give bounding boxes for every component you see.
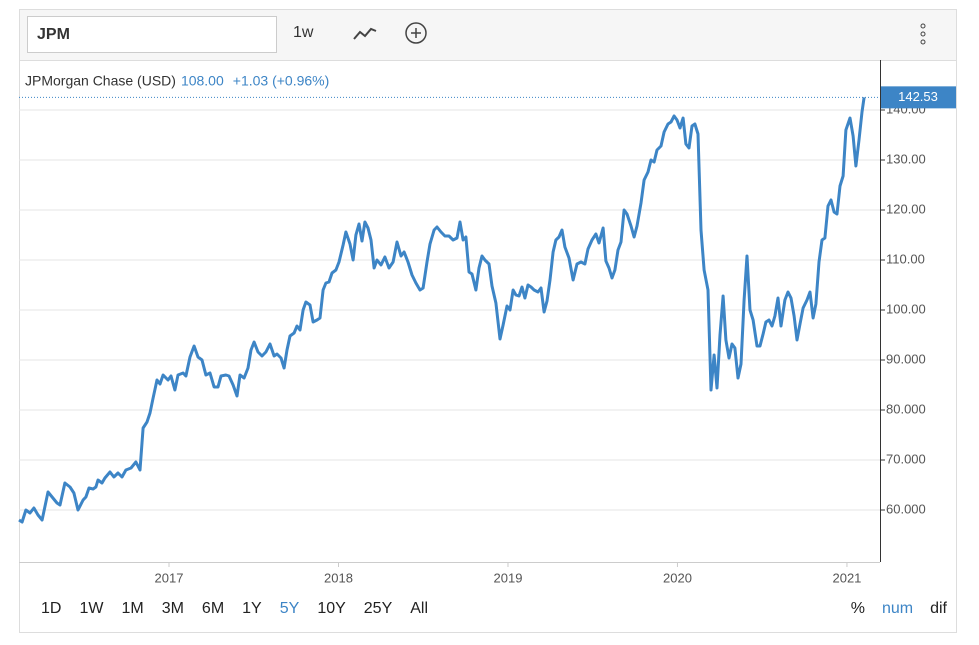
y-tick-label: 130.00 [886,151,926,166]
display-mode-button[interactable]: num [882,600,913,617]
x-tick-label: 2020 [663,570,692,585]
x-tick-label: 2018 [324,570,353,585]
y-tick-label: 110.00 [886,251,925,266]
menu-button[interactable] [920,23,926,45]
x-tick-label: 2019 [494,570,523,585]
range-button[interactable]: All [410,600,428,617]
plot: 60.000 70.000 80.000 90.000 100.00 110.00 120.… [18,60,956,585]
range-button[interactable]: 5Y [280,600,300,617]
plus-circle [405,22,427,44]
price: 108.00 [181,73,224,89]
y-tick-label: 120.00 [886,201,926,216]
change: +1.03 (+0.96%) [233,73,330,89]
display-mode-button[interactable]: % [851,600,865,617]
range-button[interactable]: 6M [202,600,224,617]
display-mode-button[interactable]: dif [930,600,947,617]
symbol-text: JPM [37,26,70,43]
chart-type-button[interactable] [353,27,377,40]
range-button[interactable]: 10Y [317,600,346,617]
range-button[interactable]: 1D [41,600,61,617]
plus-sign [411,28,421,38]
y-tick-label: 80.000 [886,401,926,416]
dot [920,39,926,45]
y-tick-label: 70.000 [886,451,926,466]
widget-frame [19,9,957,633]
interval-button[interactable]: 1w [293,24,314,41]
y-tick-label: 60.000 [886,501,926,516]
x-tick-label: 2017 [155,570,184,585]
symbol-input[interactable] [27,16,277,53]
price-line [18,97,866,524]
range-button[interactable]: 3M [162,600,184,617]
range-button[interactable]: 1W [79,600,104,617]
y-tick-label: 100.00 [886,301,926,316]
dot [920,23,926,29]
dot [920,31,926,37]
range-button[interactable]: 1Y [242,600,262,617]
range-button[interactable]: 1M [121,600,143,617]
x-tick-label: 2021 [832,570,861,585]
last-price-tag [881,86,956,109]
last-price-label: 142.53 [898,89,938,104]
y-tick-label: 90.000 [886,351,926,366]
compare-button[interactable] [405,22,427,44]
series-name: JPMorgan Chase (USD) [25,73,176,89]
range-button[interactable]: 25Y [364,600,393,617]
